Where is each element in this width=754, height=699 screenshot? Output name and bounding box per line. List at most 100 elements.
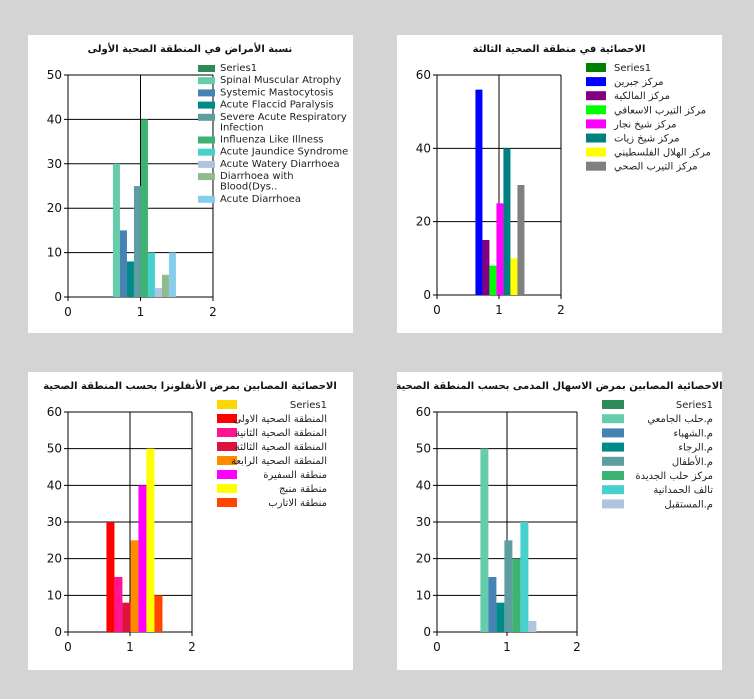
y-tick-label: 20 (416, 215, 431, 229)
legend-swatch (198, 136, 215, 144)
legend-label: Acute Jaundice Syndrome (220, 147, 348, 158)
bar (480, 448, 489, 632)
chart-title: الاحصائية في منطقة الصحية الثالثة (473, 44, 646, 55)
legend-swatch (586, 63, 606, 72)
legend-swatch (602, 442, 624, 452)
legend-swatch (602, 499, 624, 509)
legend-label: مركز جبرين (614, 77, 663, 88)
bar (168, 252, 176, 297)
legend-label: منطقة منبج (279, 484, 327, 495)
y-tick-label: 20 (416, 552, 431, 566)
chart-4: الاحصائية المصابين بمرض الاسهال المدمى ب… (397, 381, 722, 654)
legend-label: Series1 (676, 400, 713, 411)
bar (496, 602, 505, 632)
legend-swatch (198, 65, 215, 72)
x-tick-label: 1 (503, 640, 511, 654)
bar (146, 448, 155, 632)
y-tick-label: 60 (416, 405, 431, 419)
legend-label: مركز حلب الجديدة (635, 471, 713, 482)
legend-label: مركز شيخ نجار (613, 119, 676, 130)
bar (126, 261, 134, 297)
y-tick-label: 30 (416, 515, 431, 529)
legend-swatch (602, 414, 624, 424)
bar (161, 274, 169, 297)
legend-swatch (198, 160, 215, 168)
legend-swatch (217, 428, 237, 437)
legend-label: Severe Acute Respiratory Infection (220, 112, 347, 134)
chart-panel-2: الاحصائية في منطقة الصحية الثالثة 0 20 40 60… (397, 35, 722, 333)
legend-label: مركز التيرب الصحي (614, 162, 698, 173)
x-tick-label: 0 (64, 640, 72, 654)
legend-swatch (586, 105, 606, 115)
legend-swatch (217, 442, 237, 451)
legend-swatch (198, 173, 215, 181)
chart-panel-4: الاحصائية المصابين بمرض الاسهال المدمى ب… (397, 372, 722, 670)
legend-swatch (586, 119, 606, 129)
x-tick-label: 2 (573, 640, 581, 654)
legend-label: Influenza Like Illness (220, 135, 324, 146)
bar (138, 485, 147, 632)
legend-label: Spinal Muscular Atrophy (220, 75, 341, 86)
legend-label: مركز التيرب الاسعافي (614, 105, 706, 116)
legend-label: Acute Flaccid Paralysis (220, 100, 334, 111)
bar (510, 258, 518, 295)
chart-title: نسبة الأمراض في المنطقة الصحية الأولى (88, 42, 293, 55)
x-tick-label: 2 (209, 305, 217, 319)
bar (154, 595, 163, 632)
legend-swatch (217, 498, 237, 507)
y-tick-label: 0 (423, 625, 431, 639)
bar (482, 240, 490, 295)
legend-swatch (586, 161, 606, 171)
y-tick-label: 60 (416, 68, 431, 82)
legend-label: م.الشهباء (674, 428, 714, 439)
y-tick-label: 10 (47, 588, 62, 602)
bar (154, 288, 162, 297)
x-tick-label: 2 (188, 640, 196, 654)
legend-swatch (602, 471, 624, 480)
chart-1: نسبة الأمراض في المنطقة الصحية الأولى010… (47, 42, 349, 319)
chart-title: الاحصائية المصابين بمرض الاسهال المدمى ب… (397, 381, 722, 392)
bar (112, 163, 120, 297)
legend-swatch (602, 400, 624, 409)
legend-swatch (586, 147, 606, 157)
x-tick-label: 0 (433, 640, 441, 654)
y-tick-label: 0 (423, 288, 431, 302)
legend-swatch (198, 113, 215, 121)
y-tick-label: 40 (47, 478, 62, 492)
y-tick-label: 50 (47, 442, 62, 456)
legend-label: مركز الهلال الفلسطيني (614, 148, 711, 159)
bar (496, 203, 504, 295)
bar (106, 522, 115, 632)
legend-label: تالف الحمدانية (653, 485, 713, 496)
legend-label: م.المستقبل (664, 499, 713, 510)
legend-swatch (198, 89, 215, 97)
chart-panel-1: نسبة الأمراض في المنطقة الصحية الأولى 0 10… (28, 35, 353, 333)
legend-label: المنطقة الصحية الاولى (233, 414, 327, 425)
legend-label: Acute Diarrhoea (220, 194, 301, 205)
y-tick-label: 0 (54, 290, 62, 304)
bar (503, 148, 511, 295)
bar (119, 230, 127, 297)
legend-swatch (217, 400, 237, 409)
legend-label: Series1 (290, 400, 327, 411)
legend-swatch (198, 148, 215, 156)
legend-label: المنطقة الصحية الثالثة (235, 442, 327, 453)
y-tick-label: 50 (47, 68, 62, 82)
legend-swatch (217, 414, 237, 423)
bar (122, 602, 131, 632)
legend-label: م.الأطفال (672, 455, 713, 468)
legend-label: منطقة الاتارب (268, 498, 327, 509)
bar (140, 119, 148, 298)
legend-label: المنطقة الصحية الرابعة (231, 456, 327, 467)
legend-label: Systemic Mastocytosis (220, 87, 333, 98)
legend-swatch (217, 456, 237, 465)
bar (520, 522, 529, 632)
bar (489, 265, 497, 295)
chart-title: الاحصائية المصابين بمرض الأنفلونزا بحسب … (43, 379, 337, 392)
legend-swatch (198, 195, 215, 203)
x-tick-label: 1 (126, 640, 134, 654)
legend-swatch (586, 77, 606, 87)
y-tick-label: 20 (47, 201, 62, 215)
legend-swatch (198, 77, 215, 85)
bar (504, 540, 513, 632)
